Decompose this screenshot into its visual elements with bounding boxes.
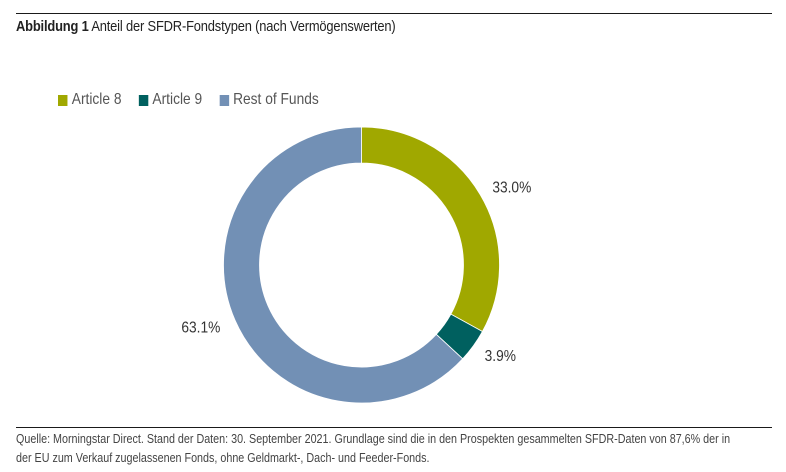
figure-title-text: Anteil der SFDR-Fondstypen (nach Vermöge… bbox=[91, 18, 396, 35]
legend-item-article-8: Article 8 bbox=[58, 91, 121, 109]
legend-label: Article 8 bbox=[71, 91, 122, 108]
top-divider bbox=[16, 13, 772, 14]
legend-label: Article 9 bbox=[152, 91, 203, 108]
legend-swatch bbox=[219, 94, 229, 106]
chart-legend: Article 8 Article 9 Rest of Funds bbox=[58, 91, 336, 109]
bottom-divider bbox=[16, 427, 772, 428]
legend-swatch bbox=[138, 94, 149, 106]
donut-slice-article-8 bbox=[361, 126, 500, 333]
data-label-rest-of-funds: 63.1% bbox=[181, 319, 220, 337]
data-label-article-8: 33.0% bbox=[492, 179, 531, 197]
figure-label: Abbildung 1 bbox=[16, 18, 89, 35]
footnote-line-1: Quelle: Morningstar Direct. Stand der Da… bbox=[16, 432, 731, 446]
legend-label: Rest of Funds bbox=[233, 91, 319, 108]
donut-slice-rest-of-funds bbox=[223, 126, 464, 404]
legend-swatch bbox=[58, 94, 68, 106]
source-footnote: Quelle: Morningstar Direct. Stand der Da… bbox=[16, 430, 773, 468]
figure-title: Abbildung 1 Anteil der SFDR-Fondstypen (… bbox=[16, 18, 396, 35]
data-label-article-9: 3.9% bbox=[485, 347, 516, 365]
footnote-line-2: der EU zum Verkauf zugelassenen Fonds, o… bbox=[16, 451, 430, 465]
legend-item-rest-of-funds: Rest of Funds bbox=[219, 91, 319, 109]
legend-item-article-9: Article 9 bbox=[138, 91, 203, 109]
